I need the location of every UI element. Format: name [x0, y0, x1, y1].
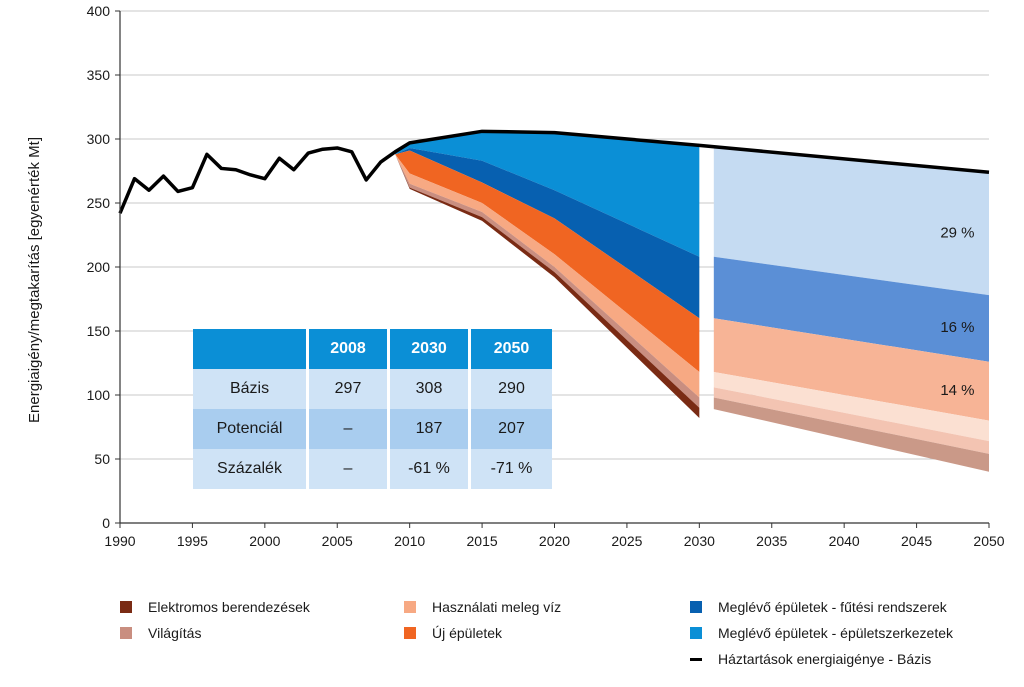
x-tick-label: 1990 — [104, 533, 135, 549]
potential-band — [713, 387, 989, 454]
legend-label: Meglévő épületek - épületszerkezetek — [718, 625, 954, 641]
x-tick-label: 2025 — [611, 533, 642, 549]
x-tick-label: 2000 — [249, 533, 280, 549]
chart-canvas: 0 50 100 150 200 250 300 350 400 1990 1995 2000 2005… — [26, 3, 1005, 549]
y-axis-label: Energiaigény/megtakarítás [egyenérték Mt… — [26, 137, 43, 423]
x-tick-label: 2030 — [684, 533, 715, 549]
legend-label: Meglévő épületek - fűtési rendszerek — [718, 599, 947, 615]
potential-band — [713, 318, 989, 421]
cell-2050: -71 % — [471, 449, 552, 489]
potential-band — [713, 256, 989, 362]
legend-item-futesi: Meglévő épületek - fűtési rendszerek — [690, 598, 947, 616]
axes: 0 50 100 150 200 250 300 350 400 1990 1995 2000 2005… — [87, 3, 1005, 549]
x-tick-label: 2050 — [973, 533, 1004, 549]
baseline-series — [118, 129, 990, 214]
legend-item-vilagitas: Világítás — [120, 624, 201, 642]
cell-2050: 207 — [471, 409, 552, 449]
x-tick-label: 2005 — [322, 533, 353, 549]
y-tick-label: 100 — [87, 387, 111, 403]
y-tick-label: 200 — [87, 259, 111, 275]
savings-band — [395, 150, 700, 372]
table-header-2008: 2008 — [309, 329, 390, 369]
y-tick-label: 300 — [87, 131, 111, 147]
legend-label: Világítás — [148, 625, 202, 641]
row-label: Bázis — [193, 369, 309, 409]
legend-swatch — [120, 601, 132, 613]
table-header-empty — [193, 329, 309, 369]
legend-swatch — [690, 627, 702, 639]
cell-2008: – — [309, 409, 390, 449]
x-tick-label: 2015 — [467, 533, 498, 549]
table-row: Százalék – -61 % -71 % — [193, 449, 552, 489]
savings-bands — [395, 131, 700, 419]
table-header-2050: 2050 — [471, 329, 552, 369]
baseline-line — [118, 129, 990, 214]
legend-item-bazis: Háztartások energiaigénye - Bázis — [690, 650, 931, 668]
x-tick-label: 2035 — [756, 533, 787, 549]
percent-labels: 29 % 16 % 14 % — [940, 224, 974, 398]
legend-swatch — [404, 601, 416, 613]
table-row: Bázis 297 308 290 — [193, 369, 552, 409]
y-tick-label: 350 — [87, 67, 111, 83]
legend-item-elektromos: Elektromos berendezések — [120, 598, 310, 616]
table-header-row: 2008 2030 2050 — [193, 329, 552, 369]
cell-2030: -61 % — [390, 449, 471, 489]
x-tick-label: 2045 — [901, 533, 932, 549]
legend-swatch — [120, 627, 132, 639]
x-tick-label: 2010 — [394, 533, 425, 549]
percent-label: 14 % — [940, 382, 974, 399]
table-header-2030: 2030 — [390, 329, 471, 369]
legend-label: Használati meleg víz — [432, 599, 562, 615]
x-tick-label: 2040 — [829, 533, 860, 549]
legend-label: Új épületek — [432, 625, 503, 641]
x-tick-label: 1995 — [177, 533, 208, 549]
legend-item-uj-epuletek: Új épületek — [404, 624, 502, 642]
row-label: Százalék — [193, 449, 309, 489]
table-row: Potenciál – 187 207 — [193, 409, 552, 449]
potential-bands — [713, 146, 989, 472]
y-tick-label: 0 — [102, 515, 110, 531]
legend-item-meleg-viz: Használati meleg víz — [404, 598, 561, 616]
row-label: Potenciál — [193, 409, 309, 449]
y-tick-label: 400 — [87, 3, 111, 19]
legend-swatch — [690, 601, 702, 613]
legend-label: Háztartások energiaigénye - Bázis — [718, 651, 932, 667]
cell-2030: 187 — [390, 409, 471, 449]
legend-item-szerkezetek: Meglévő épületek - épületszerkezetek — [690, 624, 953, 642]
y-tick-label: 250 — [87, 195, 111, 211]
y-tick-label: 50 — [94, 451, 110, 467]
legend-swatch — [690, 657, 702, 661]
potential-band — [713, 371, 989, 442]
percent-label: 29 % — [940, 224, 974, 241]
potential-band — [713, 397, 989, 472]
percent-label: 16 % — [940, 319, 974, 336]
cell-2008: 297 — [309, 369, 390, 409]
legend-label: Elektromos berendezések — [148, 599, 310, 615]
legend-swatch — [404, 627, 416, 639]
summary-table: 2008 2030 2050 Bázis 297 308 290 Potenci… — [193, 329, 552, 489]
cell-2030: 308 — [390, 369, 471, 409]
cell-2050: 290 — [471, 369, 552, 409]
y-tick-label: 150 — [87, 323, 111, 339]
potential-band — [713, 146, 989, 296]
savings-band — [395, 147, 700, 319]
cell-2008: – — [309, 449, 390, 489]
savings-band — [395, 131, 700, 257]
x-tick-label: 2020 — [539, 533, 570, 549]
